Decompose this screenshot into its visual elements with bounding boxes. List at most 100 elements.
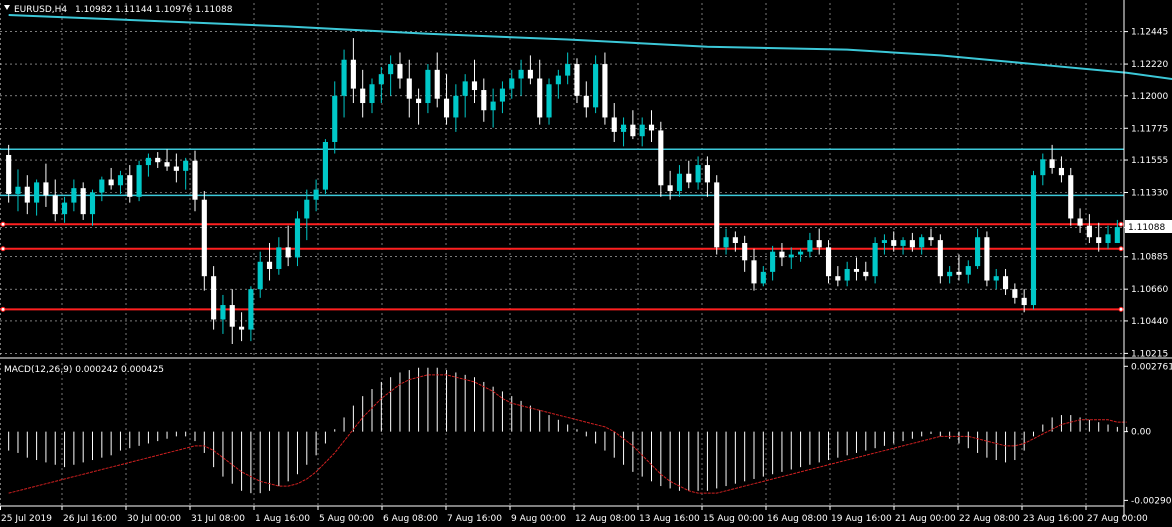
level-anchor-left <box>0 306 6 312</box>
candle-bull <box>639 124 645 137</box>
candle-bear <box>1021 297 1027 306</box>
candle-bull <box>61 202 68 215</box>
candle-bear <box>192 160 198 200</box>
price-tick-label: 1.11775 <box>1131 124 1168 134</box>
candle-bull <box>89 192 96 215</box>
collapse-triangle-icon[interactable] <box>4 5 10 10</box>
time-tick-label: 12 Aug 08:00 <box>575 514 636 524</box>
candle-bull <box>509 78 515 89</box>
price-badge-text: 1.11088 <box>1128 223 1165 233</box>
time-tick-label: 1 Aug 16:00 <box>255 514 310 524</box>
price-tick-label: 1.12000 <box>1131 92 1168 102</box>
candle-bull <box>322 141 328 190</box>
candle-bull <box>993 276 999 281</box>
macd-label: MACD(12,26,9) 0.000242 0.000425 <box>4 365 164 375</box>
time-tick-label: 21 Aug 00:00 <box>895 514 956 524</box>
time-tick-label: 23 Aug 16:00 <box>1023 514 1084 524</box>
candle-bear <box>406 78 412 99</box>
price-tick-label: 1.10215 <box>1131 349 1168 359</box>
candle-bear <box>704 165 710 183</box>
time-tick-label: 13 Aug 16:00 <box>639 514 700 524</box>
candle-bull <box>117 175 124 186</box>
price-badge: 1.11088 <box>1125 220 1172 233</box>
time-tick-label: 27 Aug 00:00 <box>1087 514 1148 524</box>
candle-bull <box>294 218 301 258</box>
candle-bear <box>928 237 934 241</box>
candle-bear <box>24 186 30 203</box>
candle-bull <box>620 124 627 132</box>
price-tick-label: 1.10660 <box>1131 285 1168 295</box>
ma-line <box>8 14 1172 81</box>
candle-bear <box>648 124 655 131</box>
candle-bull <box>15 186 21 194</box>
level-anchor-left <box>0 221 6 227</box>
candle-bear <box>164 162 170 167</box>
time-tick-label: 26 Jul 16:00 <box>63 514 117 524</box>
candle-bull <box>723 237 729 248</box>
candle-bear <box>751 260 757 284</box>
candle-bear <box>155 157 161 163</box>
candle-bear <box>816 240 822 248</box>
candle-bear <box>937 240 943 277</box>
candle-bull <box>136 165 142 197</box>
signal-line <box>8 374 1127 494</box>
time-tick-label: 15 Aug 00:00 <box>703 514 764 524</box>
candle-bull <box>947 271 953 277</box>
candle-bear <box>6 154 12 194</box>
candle-bull <box>975 237 981 267</box>
price-tick-label: 1.10440 <box>1131 317 1168 327</box>
candle-bull <box>34 182 40 203</box>
macd-tick-labels: 0.002761 0.00 -0.002905 <box>1124 362 1172 506</box>
candle-bull <box>760 271 766 284</box>
candle-bear <box>956 271 962 275</box>
time-tick-labels: 25 Jul 2019 26 Jul 16:00 30 Jul 00:00 31 Ju… <box>0 506 1148 524</box>
candle-bull <box>1105 234 1111 243</box>
candle-bull <box>462 81 468 96</box>
candle-bull <box>499 88 506 102</box>
time-tick-label: 31 Jul 08:00 <box>191 514 245 524</box>
candle-bull <box>872 243 878 277</box>
macd-tick-label: 0.002761 <box>1131 362 1172 372</box>
horizontal-levels <box>0 148 1124 312</box>
candle-bull <box>518 69 524 79</box>
candle-bull <box>1114 227 1120 243</box>
price-tick-label: 1.12220 <box>1131 60 1168 70</box>
candle-bull <box>555 75 561 85</box>
candle-bear <box>360 88 366 104</box>
candle-bull <box>965 266 971 275</box>
candlestick-series <box>6 38 1120 345</box>
candle-bear <box>350 59 356 89</box>
candle-bear <box>434 69 440 99</box>
candle-bear <box>1002 276 1009 290</box>
candle-bear <box>984 237 990 281</box>
candle-bull <box>145 157 151 166</box>
candle-bear <box>80 188 86 215</box>
candle-bull <box>546 84 552 118</box>
candle-bull <box>276 247 282 269</box>
price-tick-label: 1.10885 <box>1131 253 1168 263</box>
candle-bull <box>378 74 384 85</box>
candle-bear <box>574 64 580 96</box>
candle-bull <box>332 95 338 142</box>
candle-bull <box>565 64 571 76</box>
candle-bull <box>71 188 77 203</box>
candle-bull <box>248 289 254 330</box>
price-tick-label: 1.12445 <box>1131 28 1168 38</box>
time-tick-label: 22 Aug 08:00 <box>959 514 1020 524</box>
candle-bear <box>686 173 692 183</box>
candle-bear <box>667 185 673 192</box>
candle-bear <box>909 240 915 248</box>
header-label: EURUSD,H4 1.10982 1.11144 1.10976 1.1108… <box>4 5 233 15</box>
candle-bull <box>183 160 189 171</box>
candle-bull <box>919 237 925 248</box>
candle-bear <box>835 276 841 281</box>
candle-bear <box>443 98 450 118</box>
candle-bear <box>602 64 608 118</box>
candle-bear <box>43 182 49 196</box>
candle-bear <box>397 64 403 79</box>
candle-bear <box>229 305 235 327</box>
candle-bear <box>658 130 664 186</box>
candle-bull <box>313 189 319 200</box>
candle-bear <box>527 69 533 79</box>
